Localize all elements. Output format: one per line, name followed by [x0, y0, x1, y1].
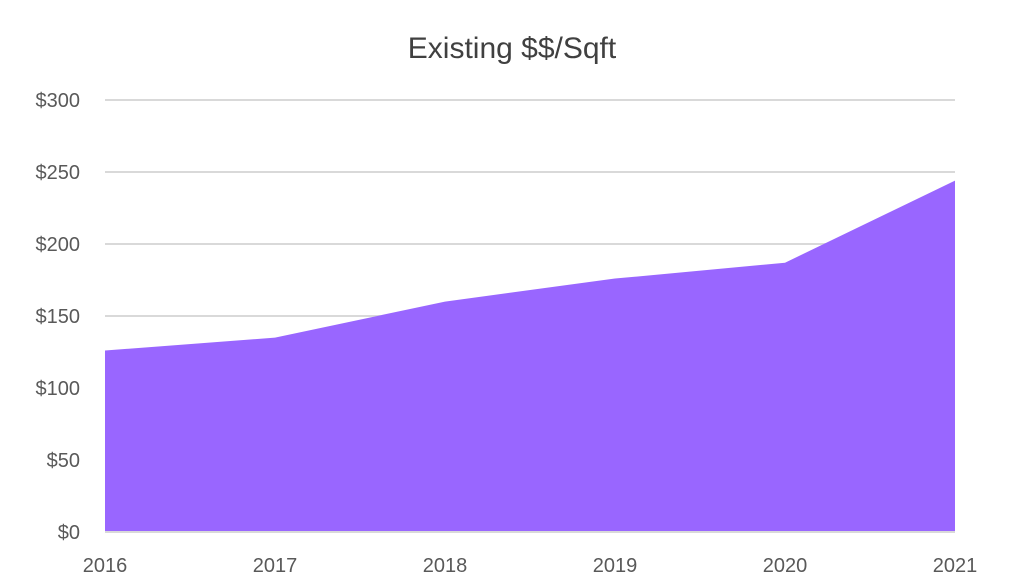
y-axis: $0 $50 $100 $150 $200 $250 $300	[36, 90, 81, 544]
x-tick-label-2020: 2020	[763, 555, 808, 576]
y-tick-label: $50	[47, 450, 80, 472]
x-tick-label-2017: 2017	[253, 555, 298, 576]
y-tick-label: $150	[36, 306, 81, 328]
x-tick-label-2019: 2019	[593, 555, 638, 576]
plot-area	[105, 180, 955, 533]
area-series	[105, 180, 955, 532]
y-tick-label: $250	[36, 162, 81, 184]
y-tick-label: $300	[36, 90, 81, 112]
chart-title: Existing $$/Sqft	[408, 32, 617, 65]
y-tick-label: $100	[36, 378, 81, 400]
y-tick-label: $200	[36, 234, 81, 256]
x-tick-label-2016: 2016	[83, 555, 128, 576]
x-axis: 2016 2017 2018 2019 2020 2021	[83, 555, 978, 577]
x-tick-label-2018: 2018	[423, 555, 468, 576]
x-tick-label-2021: 2021	[933, 555, 978, 576]
y-tick-label: $0	[58, 522, 80, 544]
